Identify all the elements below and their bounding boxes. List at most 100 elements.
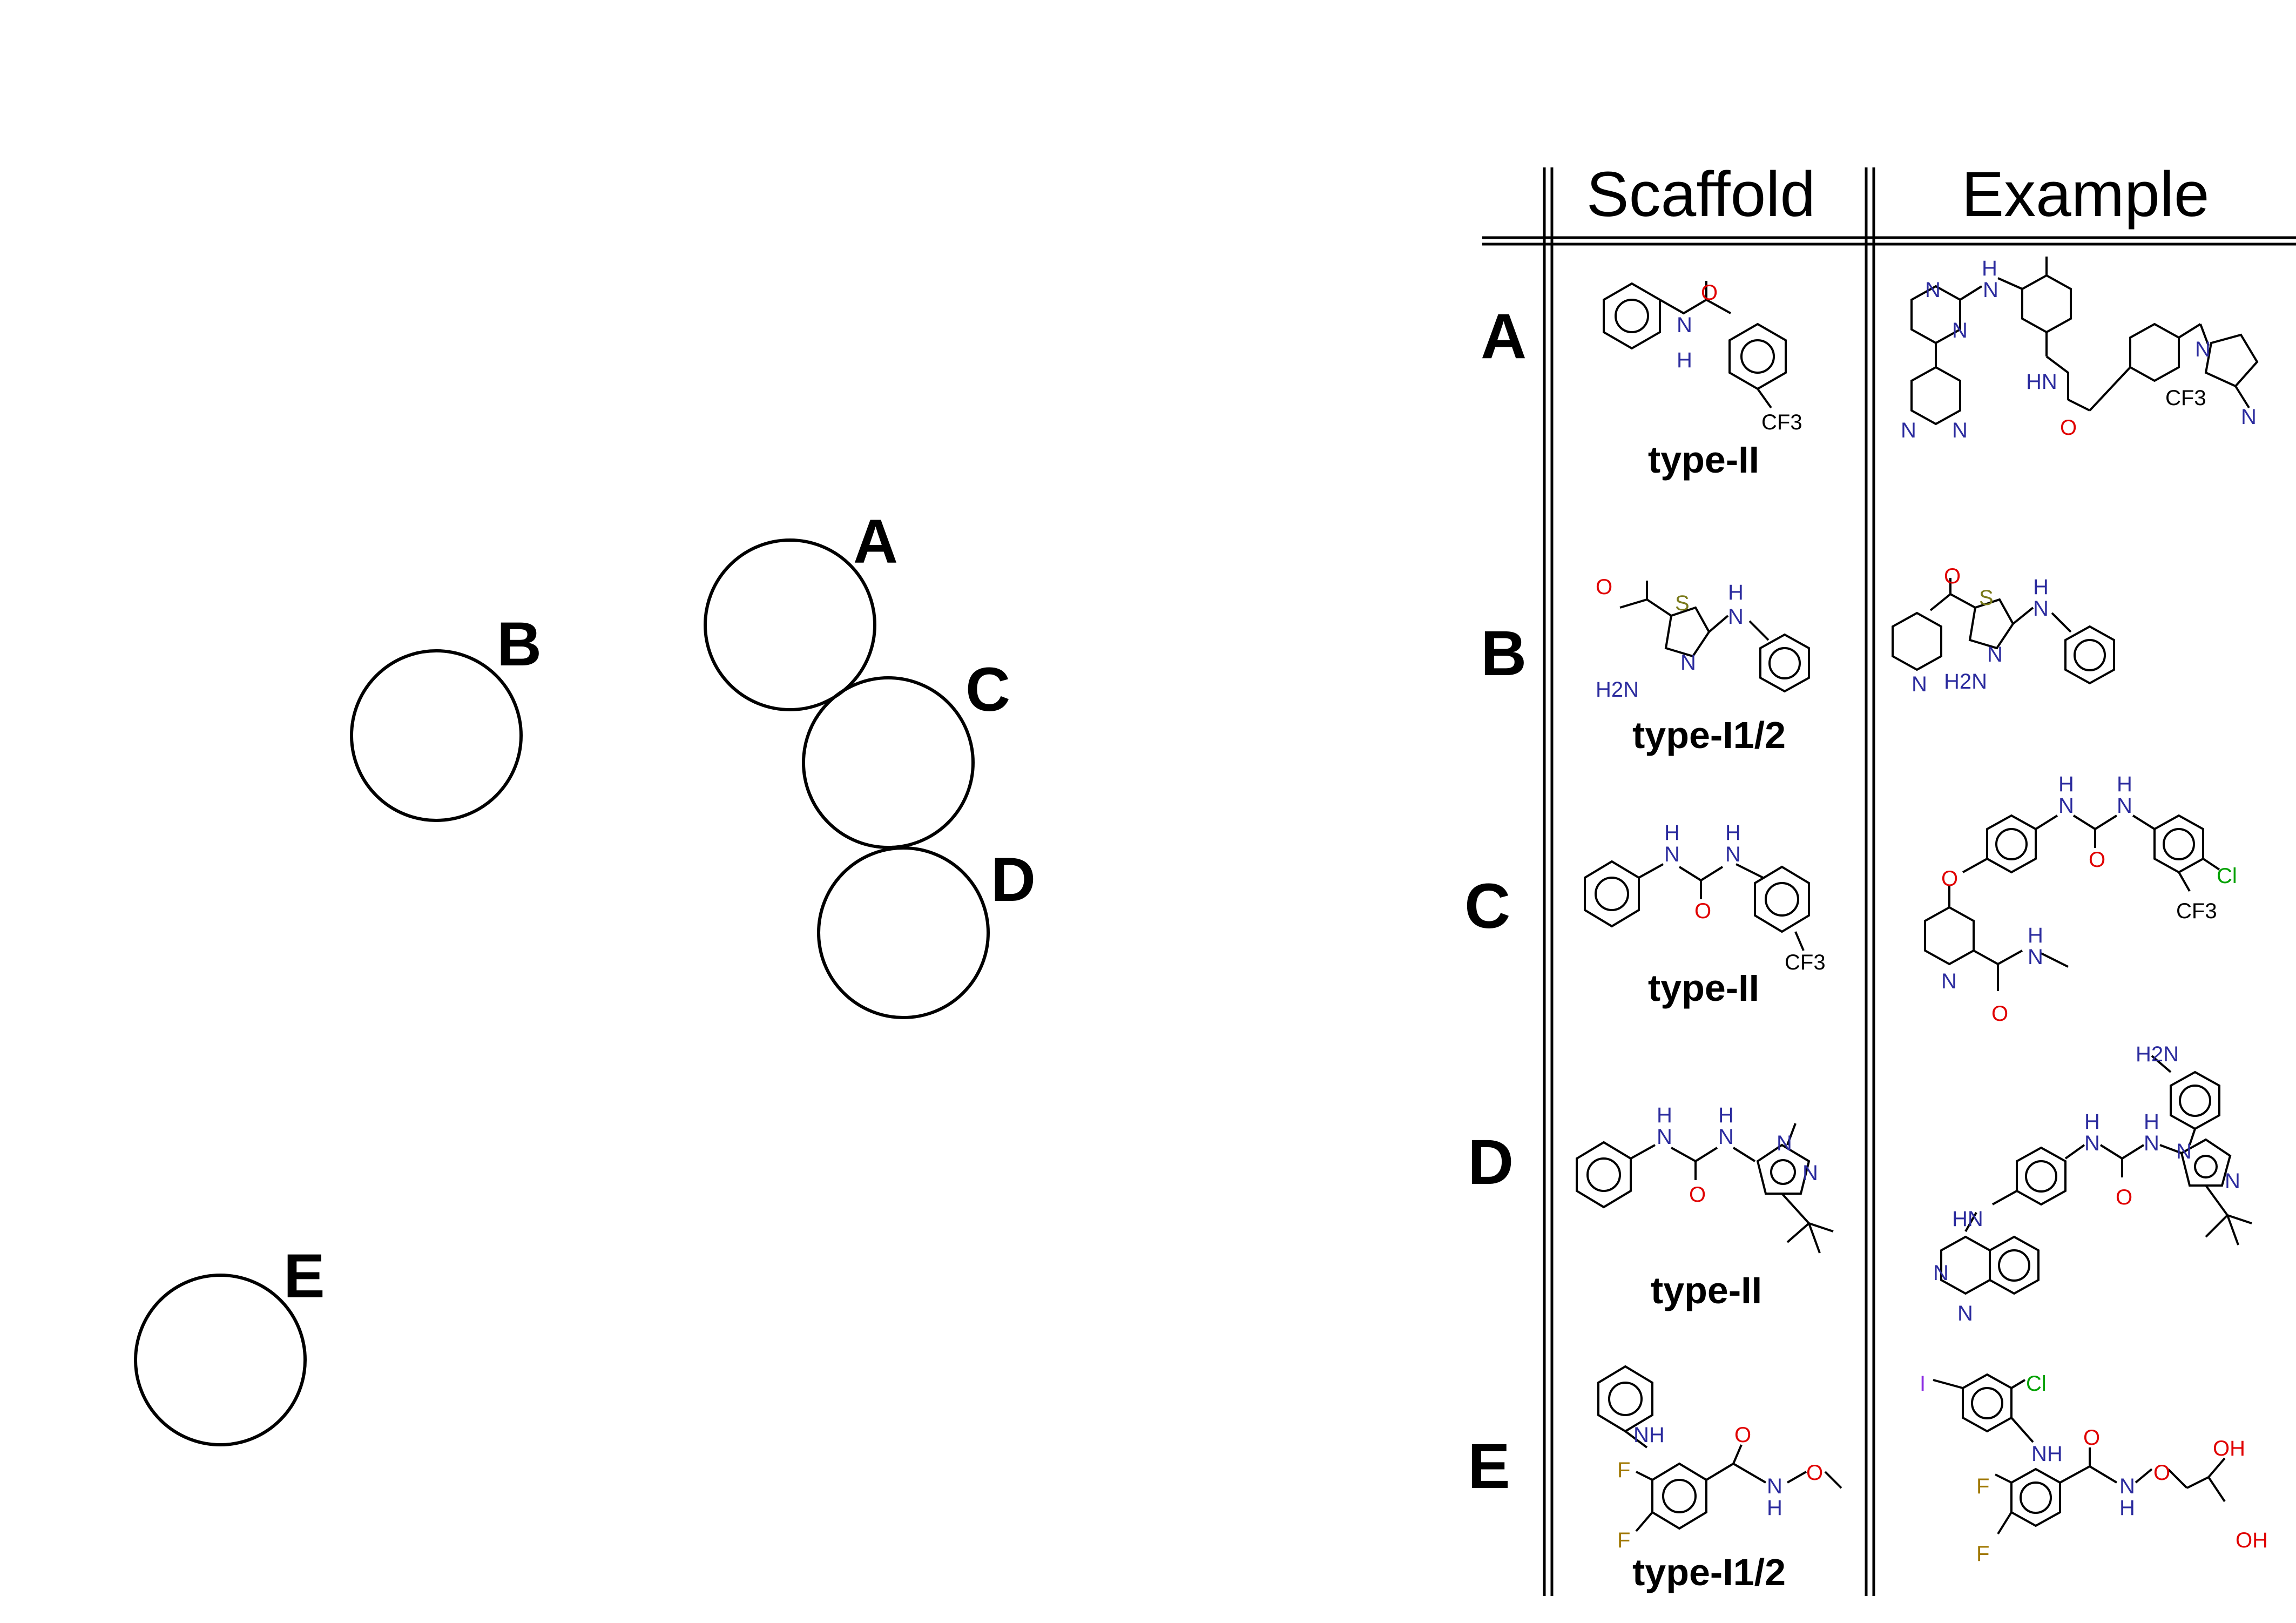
atom-label: O — [2153, 1461, 2170, 1485]
atom-label: N — [1952, 319, 1968, 342]
cluster-circle-d — [817, 846, 990, 1019]
atom-label: O — [1941, 867, 1958, 891]
atom-label: H — [1725, 821, 1741, 845]
atom-label: N — [2241, 405, 2257, 429]
structure-example-a — [1910, 257, 2259, 426]
atom-label: O — [2116, 1186, 2132, 1209]
atom-label: N — [1983, 278, 1998, 302]
atom-label: H — [1657, 1103, 1672, 1127]
atom-label: CF3 — [2176, 899, 2217, 923]
atom-label: N — [1941, 969, 1957, 993]
atom-label: N — [1957, 1302, 1973, 1325]
atom-label: O — [2083, 1426, 2100, 1450]
atom-label: S — [1979, 586, 1994, 610]
structure-example-c — [1924, 814, 2220, 991]
atom-label: CF3 — [1785, 951, 1826, 974]
atom-label: N — [1912, 672, 1927, 696]
atom-label: F — [1617, 1528, 1630, 1552]
atom-label: H — [2119, 1496, 2135, 1520]
atom-label: NH — [2031, 1442, 2063, 1466]
atom-label: N — [2119, 1474, 2135, 1498]
atom-label: I — [1920, 1372, 1926, 1396]
structure-scaffold-c — [1584, 860, 1810, 951]
type-caption-a: type-II — [1648, 439, 1759, 481]
atom-label: O — [1694, 899, 1711, 923]
atom-label: N — [1728, 605, 1744, 629]
atom-label: O — [2060, 416, 2077, 440]
row-label-b: B — [1481, 618, 1527, 689]
header-example: Example — [1961, 159, 2209, 230]
atom-label: NH — [1633, 1423, 1665, 1447]
atom-label: N — [1725, 843, 1741, 866]
cluster-circle-a — [704, 538, 876, 711]
table-frame — [1482, 167, 2296, 1596]
atom-label: N — [2144, 1132, 2159, 1155]
atom-label: Cl — [2026, 1372, 2047, 1396]
atom-label: O — [1701, 281, 1718, 305]
atom-label: Cl — [2217, 864, 2237, 888]
atom-label: N — [1677, 313, 1692, 337]
atom-label: F — [1976, 1542, 1989, 1566]
atom-label: O — [1596, 575, 1612, 599]
atom-label: N — [2195, 338, 2211, 361]
atom-label: S — [1675, 591, 1690, 615]
atom-label: N — [2033, 597, 2049, 621]
atom-label: O — [1734, 1423, 1751, 1447]
atom-label: N — [2028, 945, 2043, 969]
row-label-c: C — [1464, 871, 1510, 942]
atom-label: F — [1617, 1458, 1630, 1482]
atom-label: F — [1976, 1474, 1989, 1498]
atom-label: N — [1777, 1132, 1792, 1155]
atom-label: N — [1718, 1125, 1734, 1149]
cluster-circle-c — [802, 676, 975, 849]
cluster-label-a: A — [853, 507, 898, 576]
atom-label: N — [1987, 643, 2003, 666]
atom-label: H — [1982, 257, 1997, 280]
atom-label: N — [1901, 419, 1916, 442]
atom-label: H2N — [1596, 678, 1639, 702]
atom-label: CF3 — [2165, 386, 2206, 410]
atom-label: H — [1767, 1496, 1782, 1520]
cluster-map — [134, 538, 990, 1446]
atom-label: O — [2089, 848, 2105, 872]
row-label-e: E — [1468, 1431, 1510, 1502]
atom-label: N — [2058, 794, 2074, 818]
atom-label: H — [1677, 348, 1692, 372]
atom-label: H — [2084, 1110, 2100, 1134]
atom-label: N — [1802, 1161, 1818, 1185]
row-label-a: A — [1481, 301, 1527, 372]
atom-label: H — [2058, 772, 2074, 796]
header-scaffold: Scaffold — [1586, 159, 1815, 230]
cluster-label-b: B — [497, 610, 542, 679]
atom-label: H2N — [1944, 670, 1987, 693]
atom-label: N — [2084, 1132, 2100, 1155]
atom-label: HN — [2026, 370, 2057, 394]
type-caption-b: type-I1/2 — [1632, 714, 1786, 756]
atom-label: O — [1944, 564, 1961, 588]
atom-label: N — [1664, 843, 1680, 866]
atom-label: O — [1806, 1461, 1823, 1485]
atom-label: H — [1728, 581, 1744, 604]
structure-example-e — [1933, 1373, 2226, 1535]
atom-label: N — [1680, 651, 1696, 675]
cluster-label-c: C — [965, 655, 1010, 724]
atom-label: N — [2176, 1140, 2192, 1163]
atom-label: H — [2033, 575, 2049, 599]
row-label-d: D — [1468, 1127, 1514, 1198]
atom-label: H — [2117, 772, 2132, 796]
cluster-circle-e — [134, 1274, 307, 1446]
type-caption-e: type-I1/2 — [1632, 1551, 1786, 1593]
cluster-circle-b — [350, 649, 523, 822]
atom-label: O — [1689, 1183, 1706, 1207]
atom-label: H — [2028, 924, 2043, 947]
structure-scaffold-a — [1603, 281, 1787, 409]
structure-scaffold-d — [1576, 1123, 1834, 1254]
atom-label: N — [1767, 1474, 1782, 1498]
cluster-label-d: D — [991, 845, 1036, 914]
structure-scaffold-b — [1619, 581, 1810, 693]
atom-label: H — [1664, 821, 1680, 845]
atom-label: OH — [2213, 1437, 2245, 1460]
atom-label: CF3 — [1761, 410, 1802, 434]
structure-example-d — [1940, 1055, 2252, 1295]
